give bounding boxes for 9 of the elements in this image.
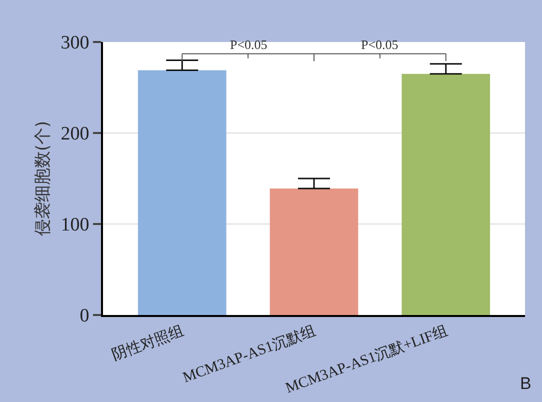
y-tick-label: 100 [60,214,90,236]
y-tick-label: 200 [60,124,90,145]
text: B [520,374,532,393]
annotation: P<0.05 [230,37,268,52]
y-tick-label: 0 [80,306,90,327]
y-tick-label: 300 [60,32,90,54]
annotation: P<0.05 [361,37,398,52]
y-axis-title: 侵袭细胞数(个) [32,120,53,236]
x-tick-label: 阴性对照组 [110,322,186,364]
